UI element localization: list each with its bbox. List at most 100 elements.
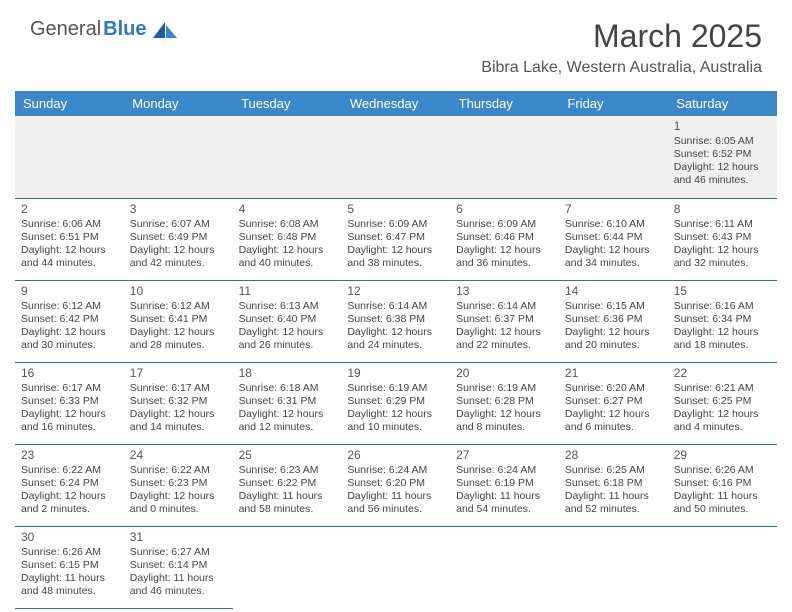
calendar-cell: 28Sunrise: 6:25 AMSunset: 6:18 PMDayligh… — [559, 444, 668, 526]
sunset-text: Sunset: 6:19 PM — [456, 477, 553, 490]
day-number: 20 — [456, 366, 553, 381]
daylight-text: Daylight: 12 hours and 26 minutes. — [239, 326, 336, 352]
sunset-text: Sunset: 6:48 PM — [239, 231, 336, 244]
day-number: 15 — [674, 284, 771, 299]
day-number: 1 — [674, 119, 771, 134]
calendar-cell: 11Sunrise: 6:13 AMSunset: 6:40 PMDayligh… — [233, 280, 342, 362]
day-number: 16 — [21, 366, 118, 381]
calendar-cell: 2Sunrise: 6:06 AMSunset: 6:51 PMDaylight… — [15, 198, 124, 280]
sail-icon — [151, 20, 179, 40]
daylight-text: Daylight: 12 hours and 44 minutes. — [21, 244, 118, 270]
calendar-cell — [559, 526, 668, 608]
sunset-text: Sunset: 6:28 PM — [456, 395, 553, 408]
day-number: 26 — [347, 448, 444, 463]
calendar-cell: 16Sunrise: 6:17 AMSunset: 6:33 PMDayligh… — [15, 362, 124, 444]
sunrise-text: Sunrise: 6:10 AM — [565, 218, 662, 231]
daylight-text: Daylight: 12 hours and 8 minutes. — [456, 408, 553, 434]
daylight-text: Daylight: 12 hours and 0 minutes. — [130, 490, 227, 516]
title-block: March 2025 Bibra Lake, Western Australia… — [481, 18, 762, 77]
sunrise-text: Sunrise: 6:15 AM — [565, 300, 662, 313]
sunrise-text: Sunrise: 6:22 AM — [21, 464, 118, 477]
sunrise-text: Sunrise: 6:08 AM — [239, 218, 336, 231]
day-number: 2 — [21, 202, 118, 217]
daylight-text: Daylight: 12 hours and 20 minutes. — [565, 326, 662, 352]
sunset-text: Sunset: 6:38 PM — [347, 313, 444, 326]
sunset-text: Sunset: 6:33 PM — [21, 395, 118, 408]
day-number: 18 — [239, 366, 336, 381]
sunrise-text: Sunrise: 6:25 AM — [565, 464, 662, 477]
month-title: March 2025 — [481, 18, 762, 55]
sunset-text: Sunset: 6:24 PM — [21, 477, 118, 490]
calendar-cell: 22Sunrise: 6:21 AMSunset: 6:25 PMDayligh… — [668, 362, 777, 444]
calendar-cell: 27Sunrise: 6:24 AMSunset: 6:19 PMDayligh… — [450, 444, 559, 526]
sunrise-text: Sunrise: 6:14 AM — [347, 300, 444, 313]
daylight-text: Daylight: 12 hours and 28 minutes. — [130, 326, 227, 352]
sunrise-text: Sunrise: 6:06 AM — [21, 218, 118, 231]
calendar-cell: 6Sunrise: 6:09 AMSunset: 6:46 PMDaylight… — [450, 198, 559, 280]
day-number: 31 — [130, 530, 227, 545]
sunrise-text: Sunrise: 6:17 AM — [21, 382, 118, 395]
sunset-text: Sunset: 6:42 PM — [21, 313, 118, 326]
day-number: 10 — [130, 284, 227, 299]
sunset-text: Sunset: 6:34 PM — [674, 313, 771, 326]
sunrise-text: Sunrise: 6:19 AM — [456, 382, 553, 395]
daylight-text: Daylight: 12 hours and 16 minutes. — [21, 408, 118, 434]
calendar-cell: 9Sunrise: 6:12 AMSunset: 6:42 PMDaylight… — [15, 280, 124, 362]
sunset-text: Sunset: 6:23 PM — [130, 477, 227, 490]
sunrise-text: Sunrise: 6:20 AM — [565, 382, 662, 395]
calendar-cell — [233, 526, 342, 608]
day-number: 11 — [239, 284, 336, 299]
sunset-text: Sunset: 6:18 PM — [565, 477, 662, 490]
calendar-cell: 13Sunrise: 6:14 AMSunset: 6:37 PMDayligh… — [450, 280, 559, 362]
sunset-text: Sunset: 6:41 PM — [130, 313, 227, 326]
sunrise-text: Sunrise: 6:05 AM — [674, 135, 771, 148]
calendar-cell — [124, 116, 233, 198]
day-number: 24 — [130, 448, 227, 463]
calendar-cell — [341, 526, 450, 608]
sunrise-text: Sunrise: 6:26 AM — [21, 546, 118, 559]
calendar-table: SundayMondayTuesdayWednesdayThursdayFrid… — [15, 91, 777, 609]
calendar-cell — [15, 116, 124, 198]
calendar-cell: 4Sunrise: 6:08 AMSunset: 6:48 PMDaylight… — [233, 198, 342, 280]
sunrise-text: Sunrise: 6:12 AM — [21, 300, 118, 313]
weekday-header: Tuesday — [233, 91, 342, 116]
weekday-header: Wednesday — [341, 91, 450, 116]
day-number: 23 — [21, 448, 118, 463]
sunrise-text: Sunrise: 6:11 AM — [674, 218, 771, 231]
weekday-header: Thursday — [450, 91, 559, 116]
logo-text-b: Blue — [103, 18, 146, 41]
sunset-text: Sunset: 6:14 PM — [130, 559, 227, 572]
calendar-cell: 21Sunrise: 6:20 AMSunset: 6:27 PMDayligh… — [559, 362, 668, 444]
sunset-text: Sunset: 6:43 PM — [674, 231, 771, 244]
sunrise-text: Sunrise: 6:17 AM — [130, 382, 227, 395]
daylight-text: Daylight: 12 hours and 14 minutes. — [130, 408, 227, 434]
day-number: 9 — [21, 284, 118, 299]
sunrise-text: Sunrise: 6:16 AM — [674, 300, 771, 313]
calendar-cell — [341, 116, 450, 198]
day-number: 5 — [347, 202, 444, 217]
weekday-header: Sunday — [15, 91, 124, 116]
weekday-header: Monday — [124, 91, 233, 116]
calendar-cell: 25Sunrise: 6:23 AMSunset: 6:22 PMDayligh… — [233, 444, 342, 526]
page-header: GeneralBlue March 2025 Bibra Lake, Weste… — [0, 0, 792, 85]
calendar-cell: 30Sunrise: 6:26 AMSunset: 6:15 PMDayligh… — [15, 526, 124, 608]
logo-text-a: General — [30, 18, 101, 41]
daylight-text: Daylight: 12 hours and 36 minutes. — [456, 244, 553, 270]
day-number: 27 — [456, 448, 553, 463]
sunset-text: Sunset: 6:36 PM — [565, 313, 662, 326]
calendar-cell: 8Sunrise: 6:11 AMSunset: 6:43 PMDaylight… — [668, 198, 777, 280]
daylight-text: Daylight: 12 hours and 34 minutes. — [565, 244, 662, 270]
calendar-cell — [450, 116, 559, 198]
sunrise-text: Sunrise: 6:12 AM — [130, 300, 227, 313]
daylight-text: Daylight: 12 hours and 12 minutes. — [239, 408, 336, 434]
day-number: 12 — [347, 284, 444, 299]
weekday-header: Friday — [559, 91, 668, 116]
daylight-text: Daylight: 11 hours and 56 minutes. — [347, 490, 444, 516]
day-number: 13 — [456, 284, 553, 299]
sunrise-text: Sunrise: 6:24 AM — [347, 464, 444, 477]
daylight-text: Daylight: 11 hours and 50 minutes. — [674, 490, 771, 516]
daylight-text: Daylight: 11 hours and 48 minutes. — [21, 572, 118, 598]
calendar-cell — [450, 526, 559, 608]
sunset-text: Sunset: 6:16 PM — [674, 477, 771, 490]
sunset-text: Sunset: 6:52 PM — [674, 148, 771, 161]
